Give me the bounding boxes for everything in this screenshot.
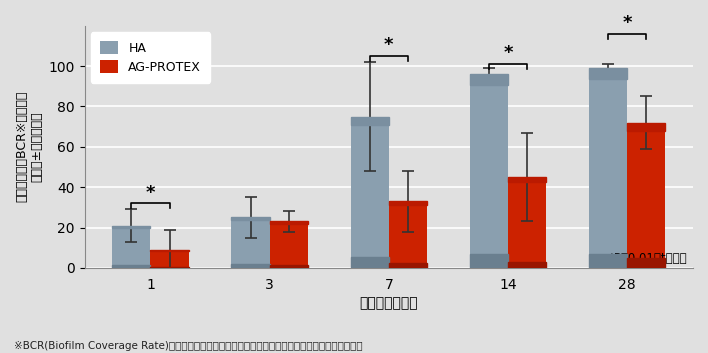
Bar <box>113 226 150 228</box>
Bar <box>350 257 389 268</box>
Bar <box>508 262 546 268</box>
Bar <box>508 177 546 268</box>
Bar <box>470 74 508 85</box>
Bar <box>470 254 508 268</box>
Bar <box>350 116 389 125</box>
Bar <box>270 221 308 224</box>
Bar <box>150 250 188 251</box>
Bar <box>589 68 627 79</box>
Text: *: * <box>503 44 513 62</box>
Bar <box>389 201 427 205</box>
Bar <box>150 250 188 268</box>
Bar <box>389 263 427 268</box>
Bar <box>589 68 627 268</box>
Bar <box>232 217 270 220</box>
Text: *P＜0.01（t検定）: *P＜0.01（t検定） <box>608 252 687 265</box>
Bar <box>627 258 666 268</box>
Bar <box>232 217 270 268</box>
Text: *: * <box>622 14 632 32</box>
Bar <box>589 254 627 268</box>
Bar <box>470 74 508 268</box>
Bar <box>270 221 308 268</box>
Bar <box>150 267 188 268</box>
X-axis label: 培養日数（日）: 培養日数（日） <box>360 296 418 310</box>
Bar <box>113 226 150 268</box>
Bar <box>508 177 546 182</box>
Text: ※BCR(Biofilm Coverage Rate)：試験片表面においてバイオフィルムで覚われている部分の面積割合: ※BCR(Biofilm Coverage Rate)：試験片表面においてバイオ… <box>14 341 362 351</box>
Bar <box>270 265 308 268</box>
Bar <box>113 265 150 268</box>
Bar <box>350 116 389 268</box>
Bar <box>627 122 666 268</box>
Bar <box>627 122 666 131</box>
Text: *: * <box>384 36 394 54</box>
Bar <box>389 201 427 268</box>
Legend: HA, AG-PROTEX: HA, AG-PROTEX <box>91 32 210 83</box>
Text: *: * <box>146 184 155 202</box>
Bar <box>232 264 270 268</box>
Y-axis label: 平均被覆率（BCR※）（％）
（平均±標準偶差）: 平均被覆率（BCR※）（％） （平均±標準偶差） <box>15 91 43 203</box>
